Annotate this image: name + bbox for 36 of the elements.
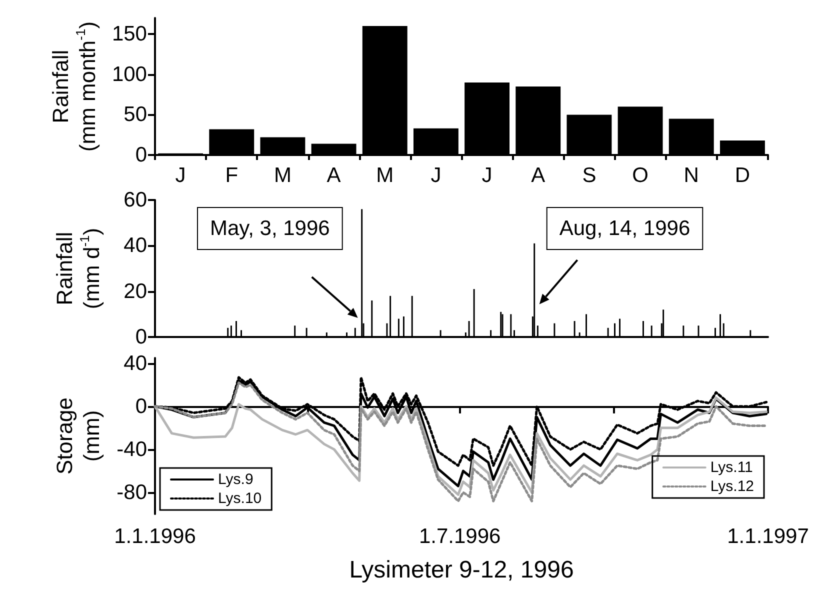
x-tick-label: 1.1.1996 [114, 525, 196, 548]
y-tick-label: 40 [124, 234, 147, 258]
x-tick-label: M [376, 164, 394, 187]
x-tick-label: F [225, 164, 238, 187]
x-tick-label: N [684, 164, 699, 187]
y-tick-label: 40 [124, 352, 147, 375]
x-tick-label: 1.7.1996 [418, 525, 501, 548]
y-tick-label: -40 [116, 438, 147, 461]
y-tick-label: 100 [112, 62, 147, 86]
x-tick-label: A [326, 164, 341, 187]
x-tick-label: J [175, 164, 186, 187]
x-tick-label: J [482, 164, 492, 187]
y-tick-label: -80 [116, 480, 147, 504]
y-tick-label: 60 [124, 188, 147, 212]
legend-label: Lys.10 [218, 490, 262, 507]
y-tick-label: 0 [135, 394, 147, 418]
y-tick-label: 20 [124, 280, 147, 303]
y-tick-label: 0 [135, 144, 147, 166]
x-tick-label: D [734, 164, 750, 187]
y-axis-title: Rainfall (mm month-1) [48, 21, 100, 152]
x-tick-label: O [632, 164, 648, 187]
y-tick-label: 50 [124, 103, 147, 126]
x-tick-label: A [531, 164, 546, 187]
y-tick-label: 0 [135, 326, 147, 348]
legend-label: Lys.11 [710, 459, 753, 476]
x-axis-title: Lysimeter 9-12, 1996 [349, 556, 574, 584]
annotation: Aug, 14, 1996 [559, 217, 690, 240]
annotation: May, 3, 1996 [210, 217, 330, 240]
x-tick-label: 1.1.1997 [727, 525, 809, 548]
x-tick-label: J [430, 164, 442, 187]
y-tick-label: 150 [112, 22, 147, 46]
legend-label: Lys.9 [218, 471, 254, 488]
x-tick-label: S [582, 164, 596, 187]
x-tick-label: M [274, 164, 292, 187]
legend-label: Lys.12 [710, 478, 754, 495]
y-axis-title: Storage (mm) [52, 397, 104, 475]
